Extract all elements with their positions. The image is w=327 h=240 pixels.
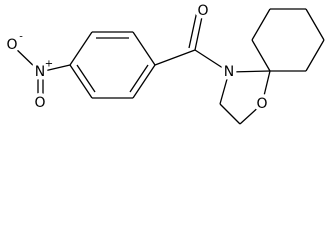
- atom-label: O: [197, 3, 208, 19]
- atom-label: N: [224, 64, 234, 80]
- bonds: [12, 8, 325, 125]
- molecule-diagram: O N O N O O + -: [3, 0, 325, 125]
- atom-label: O: [34, 95, 45, 111]
- atom-label: O: [6, 37, 17, 53]
- atom-label: O: [256, 96, 267, 112]
- charge-label: -: [19, 32, 23, 43]
- charge-label: +: [45, 59, 53, 70]
- atom-labels: O N O N O O + -: [3, 0, 271, 116]
- atom-label: N: [35, 64, 45, 80]
